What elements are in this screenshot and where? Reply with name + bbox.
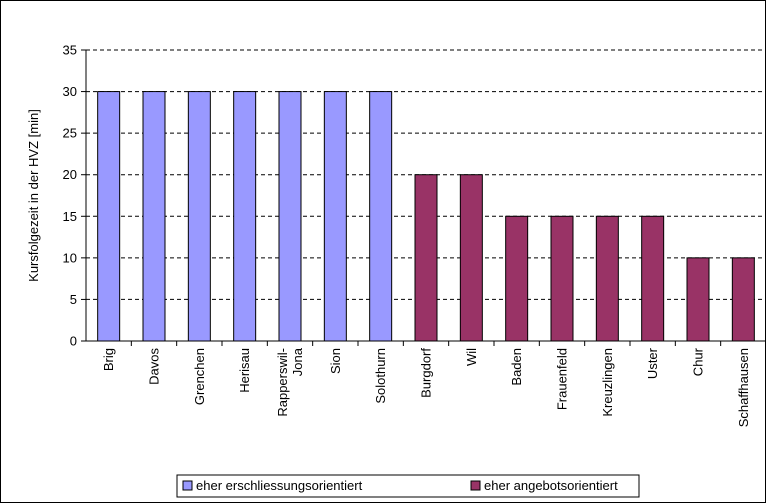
bar-wil <box>459 174 483 342</box>
x-category-label: Solothurn <box>373 348 388 404</box>
y-tick-label: 30 <box>63 84 77 99</box>
bar-grenchen <box>187 91 211 342</box>
y-tick-labels: 0 5 10 15 20 25 30 35 <box>63 43 86 349</box>
x-category-label: Baden <box>509 348 524 386</box>
bars <box>97 91 755 342</box>
y-tick-label: 25 <box>63 126 77 141</box>
legend-swatch-series-1 <box>182 480 193 491</box>
x-category-label: Kreuzlingen <box>600 348 615 417</box>
x-category-label: Schaffhausen <box>736 348 751 427</box>
x-category-label: Uster <box>645 347 660 379</box>
bar-rapperswil-jona <box>278 91 302 342</box>
x-category-label: Davos <box>147 348 162 385</box>
y-tick-label: 35 <box>63 43 77 58</box>
bar-uster <box>641 215 665 342</box>
bar-sion <box>323 91 347 342</box>
x-category-label: Sion <box>328 348 343 374</box>
y-axis-title: Kursfolgezeit in der HVZ [min] <box>26 109 41 282</box>
x-category-label: Burgdorf <box>419 348 434 398</box>
x-category-labels: Brig Davos Grenchen Herisau Rapperswil-Jona S… <box>101 341 751 427</box>
y-tick-label: 0 <box>70 334 77 349</box>
y-tick-label: 15 <box>63 209 77 224</box>
bar-baden <box>505 215 529 342</box>
x-category-label: Herisau <box>237 348 252 393</box>
bar-brig <box>97 91 121 342</box>
y-tick-label: 5 <box>70 292 77 307</box>
x-category-label: Frauenfeld <box>555 348 570 410</box>
bar-burgdorf <box>414 174 438 342</box>
x-category-label: Grenchen <box>192 348 207 405</box>
legend-label-series-1: eher erschliessungsorientiert <box>196 478 363 493</box>
bar-herisau <box>233 91 257 342</box>
bar-davos <box>142 91 166 342</box>
x-category-label: Brig <box>101 348 116 371</box>
bar-schaffhausen <box>731 257 755 342</box>
legend-box <box>176 474 640 498</box>
legend: eher erschliessungsorientiert eher angeb… <box>176 474 640 498</box>
y-tick-label: 20 <box>63 167 77 182</box>
x-category-label: Wil <box>464 348 479 366</box>
bar-solothurn <box>369 91 393 342</box>
legend-swatch-series-2 <box>470 480 481 491</box>
y-tick-label: 10 <box>63 250 77 265</box>
bar-kreuzlingen <box>595 215 619 342</box>
bar-chur <box>686 257 710 342</box>
x-category-label: Chur <box>691 347 706 376</box>
bar-frauenfeld <box>550 215 574 342</box>
legend-label-series-2: eher angebotsorientiert <box>484 478 618 493</box>
x-category-label: Rapperswil-Jona <box>275 347 305 416</box>
